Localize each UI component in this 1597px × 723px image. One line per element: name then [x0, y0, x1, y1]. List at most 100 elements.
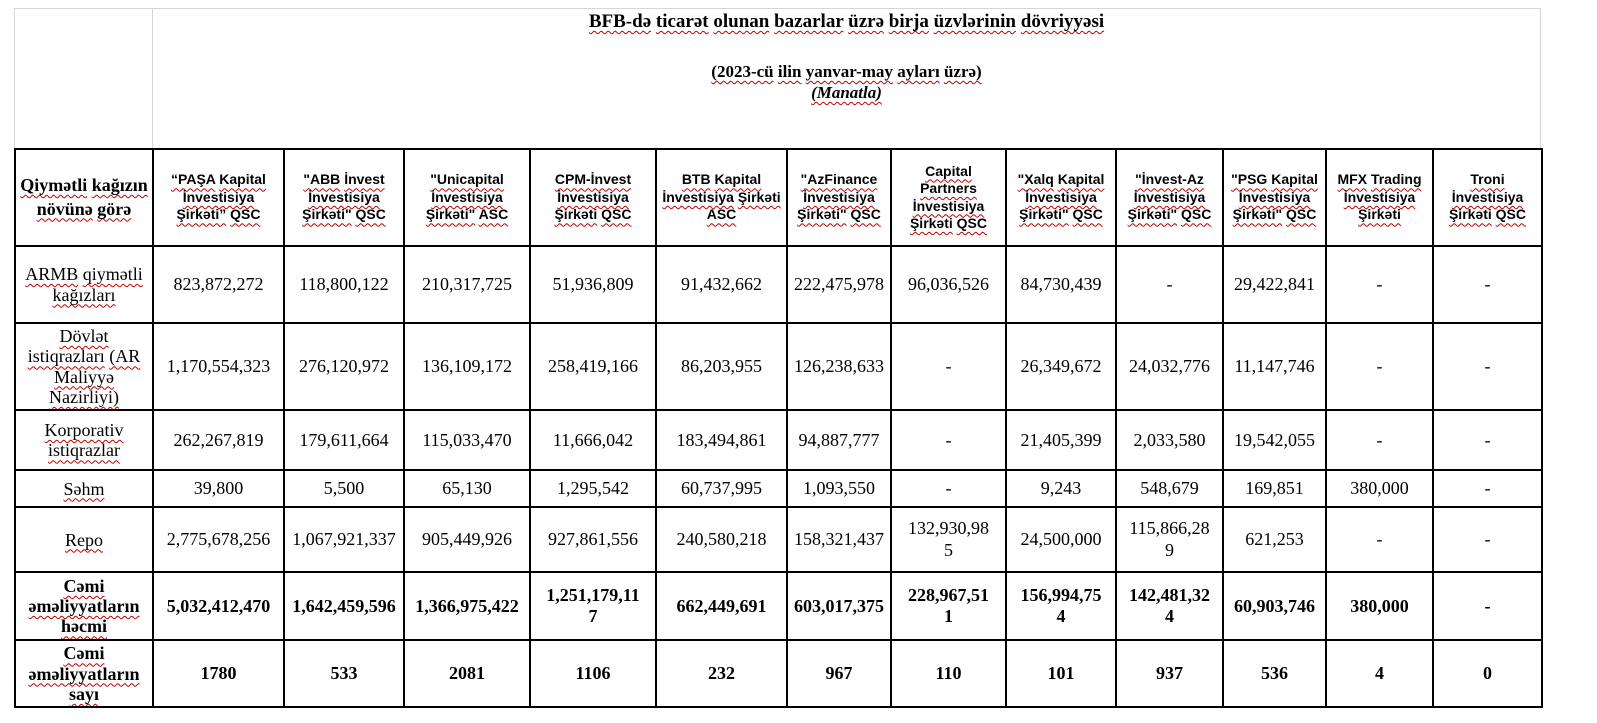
- spellcheck-word: ASC: [706, 206, 737, 223]
- value-cell: 905,449,926: [403, 506, 531, 574]
- spellcheck-word: Partners: [920, 180, 977, 196]
- document-title: BFB-də ticarət olunan bazarlar üzrə birj…: [153, 11, 1540, 33]
- value-cell: 2,033,580: [1115, 409, 1224, 472]
- spellcheck-word: BFB-də: [588, 11, 652, 32]
- value-cell: 5,032,412,470: [152, 571, 285, 642]
- spellcheck-word: Cəmi: [63, 575, 105, 596]
- title-spacer-cell: [15, 9, 153, 148]
- column-header-cell: BTB Kapital İnvestisiya Şirkəti ASC: [655, 148, 788, 247]
- value-cell: -: [1432, 469, 1543, 509]
- column-header-cell: "PSG Kapital İnvestisiya Şirkəti" QSC: [1222, 148, 1327, 247]
- column-header-cell: “PAŞA Kapital İnvestisiya Şirkəti” QSC: [152, 148, 285, 247]
- value-cell: 276,120,972: [283, 321, 405, 412]
- spellcheck-word: QSC: [1072, 206, 1103, 223]
- spellcheck-word: həcmi: [61, 616, 107, 637]
- value-cell: 967: [786, 639, 892, 709]
- spellcheck-word: İnvestisiya: [557, 188, 629, 205]
- value-cell: 115,033,470: [403, 409, 531, 472]
- value-cell: 19,542,055: [1222, 409, 1327, 472]
- spellcheck-word: Səhm: [63, 478, 105, 499]
- value-cell: 29,422,841: [1222, 245, 1327, 324]
- spellcheck-word: Nazirliyi): [49, 386, 119, 407]
- value-cell: 9,243: [1005, 469, 1117, 509]
- spellcheck-word: Şirkəti: [909, 215, 953, 231]
- spellcheck-word: Şirkəti": [425, 206, 476, 223]
- spellcheck-word: İnvestisiya: [662, 188, 734, 205]
- value-cell: 60,903,746: [1222, 571, 1327, 642]
- value-cell: 169,851: [1222, 469, 1327, 509]
- spellcheck-word: Korporativ: [44, 419, 124, 440]
- value-cell: 11,147,746: [1222, 321, 1327, 412]
- column-header-cell: "İnvest-Az İnvestisiya Şirkəti" QSC: [1115, 148, 1224, 247]
- spellcheck-word: Şirkəti: [737, 188, 781, 205]
- spellcheck-word: Kapital: [714, 171, 762, 188]
- value-cell: 183,494,861: [655, 409, 788, 472]
- spellcheck-word: görə: [97, 198, 132, 219]
- column-header-cell: "Xalq Kapital İnvestisiya Şirkəti" QSC: [1005, 148, 1117, 247]
- value-cell: -: [1115, 245, 1224, 324]
- value-cell: 2,775,678,256: [152, 506, 285, 574]
- value-cell: 21,405,399: [1005, 409, 1117, 472]
- spellcheck-word: istiqrazları: [27, 346, 105, 367]
- value-cell: 115,866,28 9: [1115, 506, 1224, 574]
- column-header-cell: Capital Partners İnvestisiya Şirkəti QSC: [890, 148, 1007, 247]
- value-cell: 110: [890, 639, 1007, 709]
- table-row: Cəmi əməliyyatların sayı 1780 533 2081 1106 2…: [14, 639, 1543, 709]
- value-cell: -: [890, 409, 1007, 472]
- value-cell: 240,580,218: [655, 506, 788, 574]
- spellcheck-word: Şirkəti: [1358, 206, 1401, 223]
- spellcheck-word: QSC: [601, 206, 632, 223]
- value-cell: 662,449,691: [655, 571, 788, 642]
- value-cell: 1,170,554,323: [152, 321, 285, 412]
- value-cell: -: [1432, 409, 1543, 472]
- column-header-cell: MFX Trading İnvestisiya Şirkəti: [1325, 148, 1434, 247]
- table-row: Repo 2,775,678,256 1,067,921,337 905,449,92…: [14, 506, 1543, 574]
- value-cell: 380,000: [1325, 469, 1434, 509]
- spellcheck-word: əməliyyatların: [28, 663, 140, 684]
- spellcheck-word: Cəmi: [63, 643, 105, 664]
- value-cell: -: [890, 469, 1007, 509]
- value-cell: 24,032,776: [1115, 321, 1224, 412]
- spellcheck-word: "PSG: [1231, 171, 1268, 188]
- spellcheck-word: QSC: [850, 206, 881, 223]
- value-cell: 1,093,550: [786, 469, 892, 509]
- table-row: Səhm 39,800 5,500 65,130 1,295,542 60,737,995…: [14, 469, 1543, 509]
- spellcheck-word: Şirkəti": [797, 206, 847, 223]
- value-cell: 548,679: [1115, 469, 1224, 509]
- spellcheck-word: sayı: [68, 683, 99, 704]
- value-cell: 65,130: [403, 469, 531, 509]
- row-label-cell: Repo: [14, 506, 154, 574]
- spellcheck-word: BTB: [681, 171, 711, 188]
- spellcheck-word: Troni: [1470, 171, 1505, 188]
- value-cell: -: [1325, 321, 1434, 412]
- row-label-cell: Səhm: [14, 469, 154, 509]
- value-cell: 536: [1222, 639, 1327, 709]
- document-unit-note: (Manatla): [153, 83, 1540, 103]
- table-row: Korporativ istiqrazlar 262,267,819 179,611…: [14, 409, 1543, 472]
- header-row: Qiymətli kağızın növünə görə “PAŞA Kapita…: [14, 148, 1543, 247]
- spellcheck-word: üzrə: [848, 11, 885, 32]
- value-cell: 84,730,439: [1005, 245, 1117, 324]
- spellcheck-word: QSC: [1180, 206, 1212, 223]
- spellcheck-word: dövriyyəsi: [1020, 11, 1105, 32]
- spellcheck-word: üzrə): [943, 62, 982, 81]
- spellcheck-word: kağızları: [52, 284, 116, 305]
- value-cell: 232: [655, 639, 788, 709]
- spellcheck-word: İnvestisiya: [1343, 188, 1416, 205]
- value-cell: 60,737,995: [655, 469, 788, 509]
- spellcheck-word: İnvestisiya: [431, 188, 503, 205]
- value-cell: -: [1325, 409, 1434, 472]
- spellcheck-word: ayları: [897, 62, 940, 81]
- value-cell: 927,861,556: [529, 506, 657, 574]
- spellcheck-word: "Unicapital: [430, 171, 504, 188]
- spellcheck-word: istiqrazlar: [48, 440, 120, 461]
- spellcheck-word: İnvestisiya: [803, 188, 875, 205]
- spellcheck-word: Dövlət: [59, 326, 109, 346]
- row-label-cell: Cəmi əməliyyatların sayı: [14, 639, 154, 709]
- value-cell: 11,666,042: [529, 409, 657, 472]
- spellcheck-word: (2023-cü: [711, 62, 774, 81]
- spellcheck-word: Şirkəti": [1019, 206, 1069, 223]
- value-cell: 210,317,725: [403, 245, 531, 324]
- spellcheck-word: ASC: [478, 206, 509, 223]
